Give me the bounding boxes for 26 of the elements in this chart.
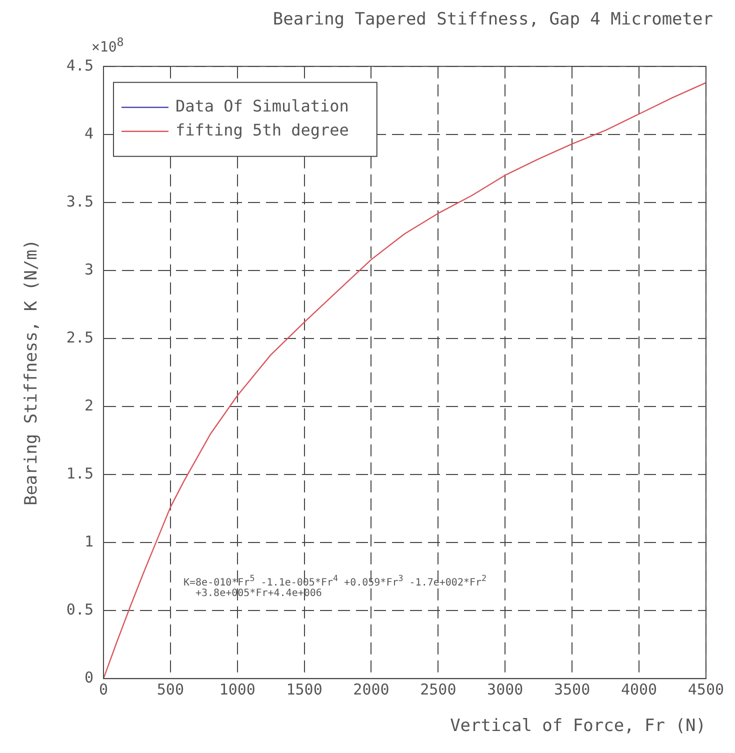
x-axis-title: Vertical of Force, Fr (N) (450, 716, 706, 736)
y-tick-label: 3 (84, 260, 94, 278)
x-tick-label: 1500 (286, 680, 322, 698)
x-tick-label: 4000 (620, 680, 658, 698)
x-tick-label: 2500 (420, 680, 456, 698)
chart-title: Bearing Tapered Stiffness, Gap 4 Micrometer (272, 10, 713, 30)
y-tick-label: 4 (84, 124, 94, 142)
y-tick-label: 2.5 (66, 328, 94, 346)
x-tick-label: 3500 (554, 680, 590, 698)
x-tick-label: 3000 (487, 680, 524, 698)
legend-label: Data Of Simulation (175, 96, 349, 116)
y-tick-label: 3.5 (66, 192, 94, 210)
x-tick-label: 2000 (353, 680, 390, 698)
x-tick-label: 1000 (219, 680, 256, 698)
y-tick-label: 0.5 (66, 600, 94, 618)
y-tick-label: 1 (84, 532, 94, 550)
y-tick-label: 0 (84, 668, 94, 686)
x-tick-label: 4500 (688, 680, 724, 698)
legend-label: fifting 5th degree (175, 120, 349, 140)
y-tick-label: 1.5 (66, 464, 94, 482)
x-tick-label: 500 (156, 680, 184, 698)
y-tick-label: 2 (84, 396, 94, 414)
y-tick-label: 4.5 (66, 56, 94, 74)
y-axis-title: Bearing Stiffness, K (N/m) (22, 239, 42, 506)
x-tick-label: 0 (98, 680, 108, 698)
text: ×10$^{8}$ (91, 35, 124, 56)
